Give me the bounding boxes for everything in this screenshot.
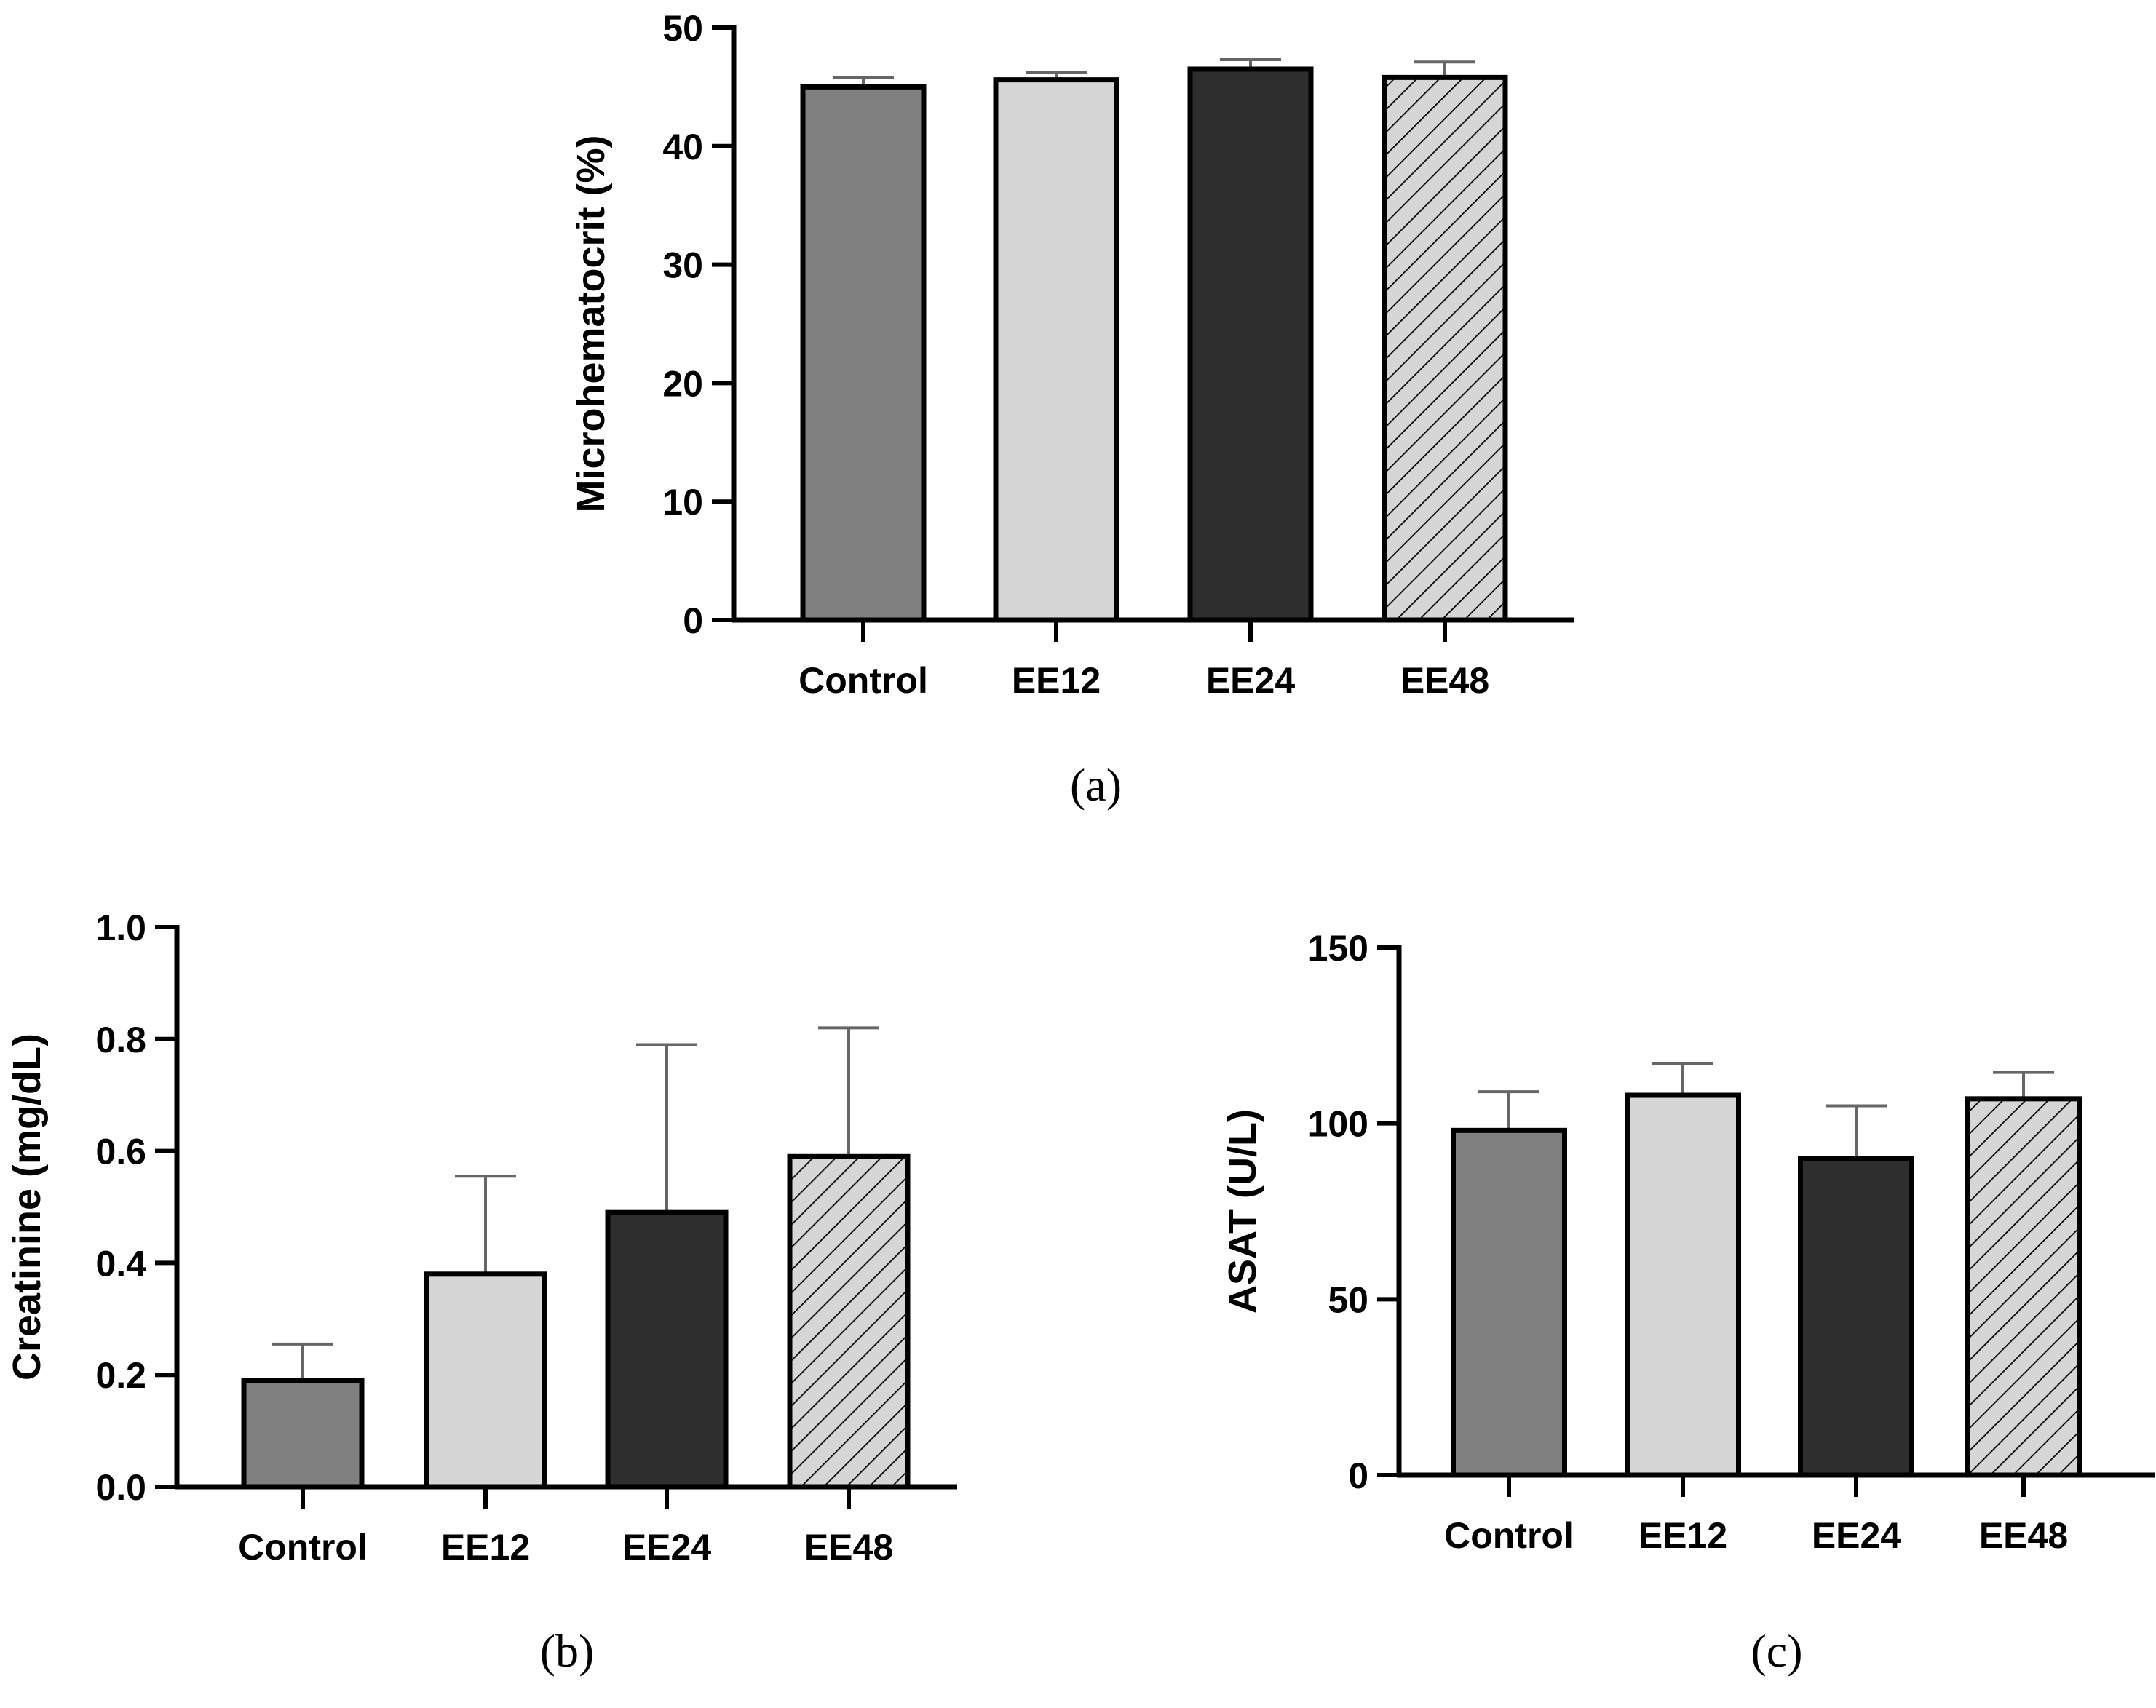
bar-ee24 [1187,66,1314,623]
panel-label-b: (b) [540,1625,595,1677]
bar-ee48 [1382,74,1508,623]
y-tick-label: 0.2 [95,1355,146,1396]
y-tick-label: 0 [683,600,703,641]
x-tick-label-ee12: EE12 [1638,1515,1727,1556]
y-tick-label: 50 [1328,1279,1368,1320]
bar-ee48 [1965,1096,2082,1478]
y-axis-title: ASAT (U/L) [1221,1109,1264,1314]
bar-ee48 [787,1153,911,1490]
x-tick-label-ee24: EE24 [1206,660,1296,701]
y-axis-title: Microhematocrit (%) [569,135,613,512]
chart-panel-a: Control EE12 EE24 EE48 0 10 20 30 40 50 Microhemat… [569,8,1574,811]
chart-panel-c: Control EE12 EE24 EE48 0 50 100 150 ASAT (U/L) (c… [1221,928,2155,1677]
y-axis-title: Creatinine (mg/dL) [5,1033,49,1381]
x-tick-label-ee48: EE48 [1400,660,1489,701]
y-tick-label: 40 [662,127,703,167]
y-tick-label: 100 [1308,1104,1368,1145]
bar-ee12 [993,77,1119,623]
x-tick-label-ee48: EE48 [1979,1515,2068,1556]
chart-panel-b: Control EE12 EE24 EE48 0.0 0.2 0.4 0.6 0.8 1.0 Cre… [5,907,957,1677]
panel-label-c: (c) [1751,1625,1802,1677]
y-tick-label: 0.4 [95,1243,146,1284]
y-tick-label: 10 [662,482,703,523]
y-tick-label: 20 [662,363,703,404]
bar-control [800,84,927,623]
x-tick-label-ee12: EE12 [441,1527,530,1568]
panel-label-a: (a) [1070,759,1122,811]
bar-ee24 [605,1209,729,1490]
y-tick-label: 50 [662,8,703,49]
bar-ee24 [1798,1156,1914,1478]
x-tick-label-control: Control [238,1527,368,1568]
x-tick-label-control: Control [798,660,928,701]
bar-control [241,1378,365,1490]
x-tick-label-ee48: EE48 [804,1527,893,1568]
bar-control [1451,1127,1567,1478]
x-tick-label-ee12: EE12 [1012,660,1101,701]
bar-ee12 [1625,1092,1741,1478]
x-tick-label-ee24: EE24 [1812,1515,1901,1556]
y-tick-label: 0.8 [95,1020,146,1060]
y-tick-label: 0.0 [95,1467,146,1508]
x-tick-label-ee24: EE24 [622,1527,712,1568]
y-tick-label: 30 [662,245,703,286]
y-tick-label: 0 [1348,1455,1368,1496]
y-tick-label: 1.0 [95,907,146,948]
x-tick-label-control: Control [1444,1515,1574,1556]
y-tick-label: 0.6 [95,1132,146,1172]
y-tick-label: 150 [1308,928,1368,969]
bar-ee12 [424,1271,547,1490]
